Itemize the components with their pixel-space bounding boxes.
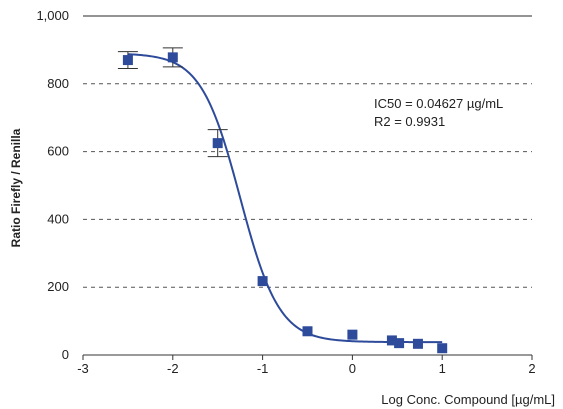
ic50-annotation: IC50 = 0.04627 µg/mL xyxy=(374,96,503,111)
x-tick-labels: -3 -2 -1 0 1 2 xyxy=(77,361,535,376)
x-axis xyxy=(82,354,533,360)
data-point xyxy=(437,343,448,354)
r2-annotation: R2 = 0.9931 xyxy=(374,114,445,129)
y-tick-label: 600 xyxy=(47,144,69,159)
data-point xyxy=(167,52,178,63)
x-axis-title: Log Conc. Compound [µg/mL] xyxy=(381,392,555,407)
data-point xyxy=(386,335,397,346)
y-tick-label: 800 xyxy=(47,76,69,91)
x-tick-label: -2 xyxy=(167,361,179,376)
x-tick-label: -1 xyxy=(257,361,269,376)
error-bars xyxy=(117,47,228,158)
data-point xyxy=(122,55,133,66)
data-point xyxy=(347,329,358,340)
y-tick-label: 400 xyxy=(47,211,69,226)
data-point xyxy=(212,138,223,149)
y-axis-title: Ratio Firefly / Renilla xyxy=(9,128,23,247)
y-tick-label: 1,000 xyxy=(36,8,69,23)
data-point xyxy=(412,338,423,349)
y-tick-label: 200 xyxy=(47,279,69,294)
data-point xyxy=(257,276,268,287)
x-tick-label: -3 xyxy=(77,361,89,376)
y-tick-labels: 0 200 400 600 800 1,000 xyxy=(36,8,69,362)
data-point xyxy=(394,338,405,349)
data-points xyxy=(122,52,448,354)
data-point xyxy=(302,326,313,337)
x-tick-label: 0 xyxy=(349,361,356,376)
y-tick-label: 0 xyxy=(62,347,69,362)
x-tick-label: 1 xyxy=(439,361,446,376)
grid-lines xyxy=(83,15,532,288)
x-tick-label: 2 xyxy=(528,361,535,376)
